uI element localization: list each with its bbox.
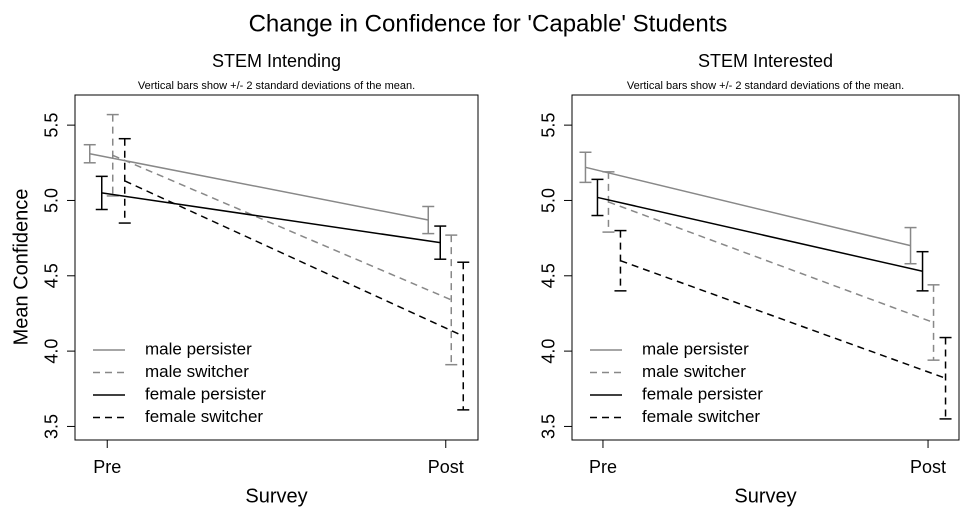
panel-subtitle: Vertical bars show +/- 2 standard deviat… [627,80,904,92]
x-tick-label: Post [428,457,464,477]
error-bar [916,250,929,292]
legend-label: female switcher [145,407,263,426]
y-tick-label: 4.5 [539,263,559,288]
x-axis-label: Survey [734,485,796,507]
x-axis-label: Survey [245,485,307,507]
legend-label: male switcher [145,362,249,381]
series-line [112,154,452,301]
y-tick-label: 4.0 [539,339,559,364]
error-bar [83,143,96,164]
error-bar [457,261,470,411]
legend-label: male persister [642,339,749,358]
plot-frame [571,94,960,441]
series-line [608,201,934,324]
y-axis-label: Mean Confidence [10,189,32,346]
panel-subtitle: Vertical bars show +/- 2 standard deviat… [138,80,415,92]
error-bar [434,225,447,260]
plot-frame [74,94,479,441]
error-bar [602,171,615,233]
legend-label: male persister [145,339,252,358]
error-bar [579,151,592,184]
series-line [101,192,441,244]
y-tick-label: 5.0 [539,188,559,213]
error-bar [591,178,604,217]
series-line [620,260,946,379]
series-line [124,180,464,337]
legend-label: female switcher [642,407,760,426]
x-tick-label: Pre [589,457,617,477]
error-bar [422,205,435,235]
series-line [597,196,923,272]
y-tick-label: 3.5 [539,414,559,439]
panel-title: STEM Intending [212,51,341,71]
y-tick-label: 4.0 [42,339,62,364]
x-tick-label: Post [910,457,946,477]
y-tick-label: 4.5 [42,263,62,288]
y-tick-label: 3.5 [42,414,62,439]
error-bar [95,175,108,211]
series-line [89,153,429,221]
figure-title: Change in Confidence for 'Capable' Stude… [249,10,728,37]
panel-title: STEM Interested [698,51,833,71]
series-line [585,166,911,247]
error-bar [939,336,952,420]
legend-label: male switcher [642,362,746,381]
y-tick-label: 5.5 [42,113,62,138]
error-bar [614,229,627,292]
x-tick-label: Pre [93,457,121,477]
legend-label: female persister [145,384,266,403]
legend-label: female persister [642,384,763,403]
error-bar [106,113,119,197]
error-bar [904,226,917,265]
error-bar [118,137,131,224]
error-bar [445,234,458,366]
error-bar [927,284,940,361]
y-tick-label: 5.5 [539,113,559,138]
y-tick-label: 5.0 [42,188,62,213]
